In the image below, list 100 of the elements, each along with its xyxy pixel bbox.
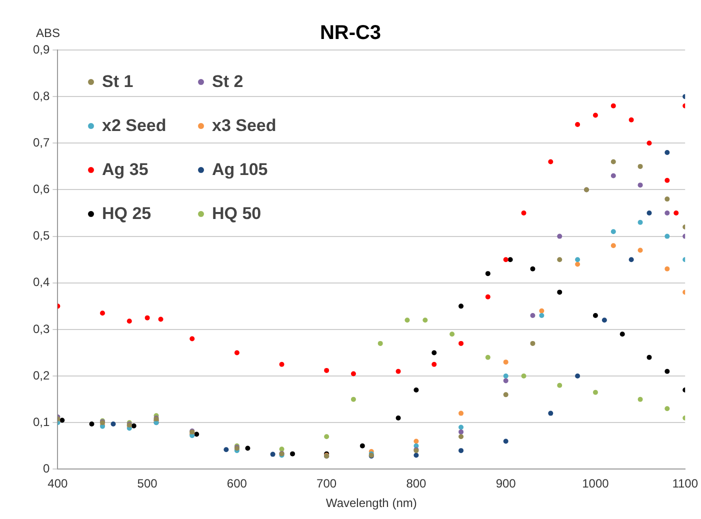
point <box>646 354 652 360</box>
point <box>324 368 330 373</box>
point <box>190 336 195 342</box>
y-tick-label: 0,1 <box>32 414 50 429</box>
point <box>458 448 464 454</box>
x-tick-label: 500 <box>137 476 158 491</box>
y-tick-label: 0,5 <box>32 228 50 243</box>
point <box>557 290 562 295</box>
point <box>664 234 670 239</box>
point <box>575 374 580 379</box>
point <box>646 140 652 146</box>
x-tick-label: 1000 <box>582 476 610 491</box>
point <box>664 210 670 216</box>
point <box>610 103 616 108</box>
legend-label: HQ 50 <box>212 204 262 224</box>
point <box>458 340 464 346</box>
point <box>458 410 464 416</box>
point <box>638 182 643 188</box>
point <box>602 318 607 323</box>
y-tick-label: 0,7 <box>32 135 50 150</box>
x-tick-label: 700 <box>316 476 337 491</box>
point <box>530 266 536 272</box>
legend-label: St 1 <box>102 72 134 92</box>
point <box>194 432 200 437</box>
x-tick-label: 1100 <box>672 476 698 491</box>
point <box>521 210 526 216</box>
point <box>324 434 330 440</box>
point <box>279 362 284 367</box>
point <box>245 446 250 451</box>
x-axis-title: Wavelength (nm) <box>326 496 417 510</box>
point <box>575 122 580 128</box>
point <box>485 294 490 300</box>
point <box>414 452 419 458</box>
point <box>432 362 437 367</box>
y-tick-label: 0,8 <box>32 88 50 103</box>
point <box>234 350 240 356</box>
x-tick-label: 800 <box>406 476 427 491</box>
x-tick-label: 900 <box>496 476 516 491</box>
point <box>404 318 410 323</box>
point <box>664 150 670 155</box>
point <box>485 271 490 276</box>
point <box>557 257 562 262</box>
y-axis-title: ABS <box>36 26 60 40</box>
point <box>224 447 229 452</box>
y-tick-label: 0,3 <box>32 322 50 336</box>
legend-label: Ag 105 <box>212 160 268 180</box>
point <box>508 257 513 262</box>
point <box>530 312 536 318</box>
y-tick-label: 0,2 <box>32 368 50 382</box>
legend-label: St 2 <box>212 72 244 92</box>
point <box>620 332 625 337</box>
y-tick-label: 0 <box>42 462 50 476</box>
point <box>610 173 616 178</box>
legend-label: HQ 25 <box>102 204 152 224</box>
point <box>610 229 616 234</box>
y-tick-label: 0,9 <box>32 42 50 56</box>
point <box>144 315 150 320</box>
point <box>539 308 544 314</box>
point <box>539 312 544 318</box>
point <box>100 310 105 316</box>
point <box>592 390 598 395</box>
point <box>458 429 464 434</box>
point <box>664 178 670 183</box>
point <box>664 368 670 374</box>
legend-label: x2 Seed <box>102 116 166 136</box>
point <box>638 164 643 169</box>
point <box>432 350 437 356</box>
legend-label: x3 Seed <box>212 116 276 136</box>
point <box>485 354 490 360</box>
point <box>89 422 94 427</box>
point <box>628 117 634 122</box>
point <box>131 423 136 428</box>
point <box>458 434 464 440</box>
point <box>638 396 643 402</box>
point <box>60 418 65 423</box>
point <box>503 374 508 379</box>
point <box>674 210 679 216</box>
point <box>521 374 526 379</box>
point <box>638 220 643 225</box>
y-tick-label: 0,4 <box>32 275 50 290</box>
point <box>360 443 365 448</box>
y-tick-label: 0,6 <box>32 182 50 196</box>
point <box>350 396 356 402</box>
point <box>664 196 670 202</box>
point <box>158 316 164 322</box>
point <box>290 451 296 456</box>
point <box>664 406 670 412</box>
point <box>575 257 580 262</box>
point <box>646 210 652 216</box>
point <box>422 318 428 323</box>
x-tick-label: 400 <box>48 476 68 491</box>
chart-title: NR-C3 <box>320 22 382 44</box>
point <box>610 243 616 248</box>
point <box>503 360 508 365</box>
x-tick-label: 600 <box>226 476 248 491</box>
point <box>638 248 643 253</box>
point <box>378 340 383 346</box>
point <box>396 368 401 374</box>
point <box>575 262 580 267</box>
point <box>503 257 508 262</box>
